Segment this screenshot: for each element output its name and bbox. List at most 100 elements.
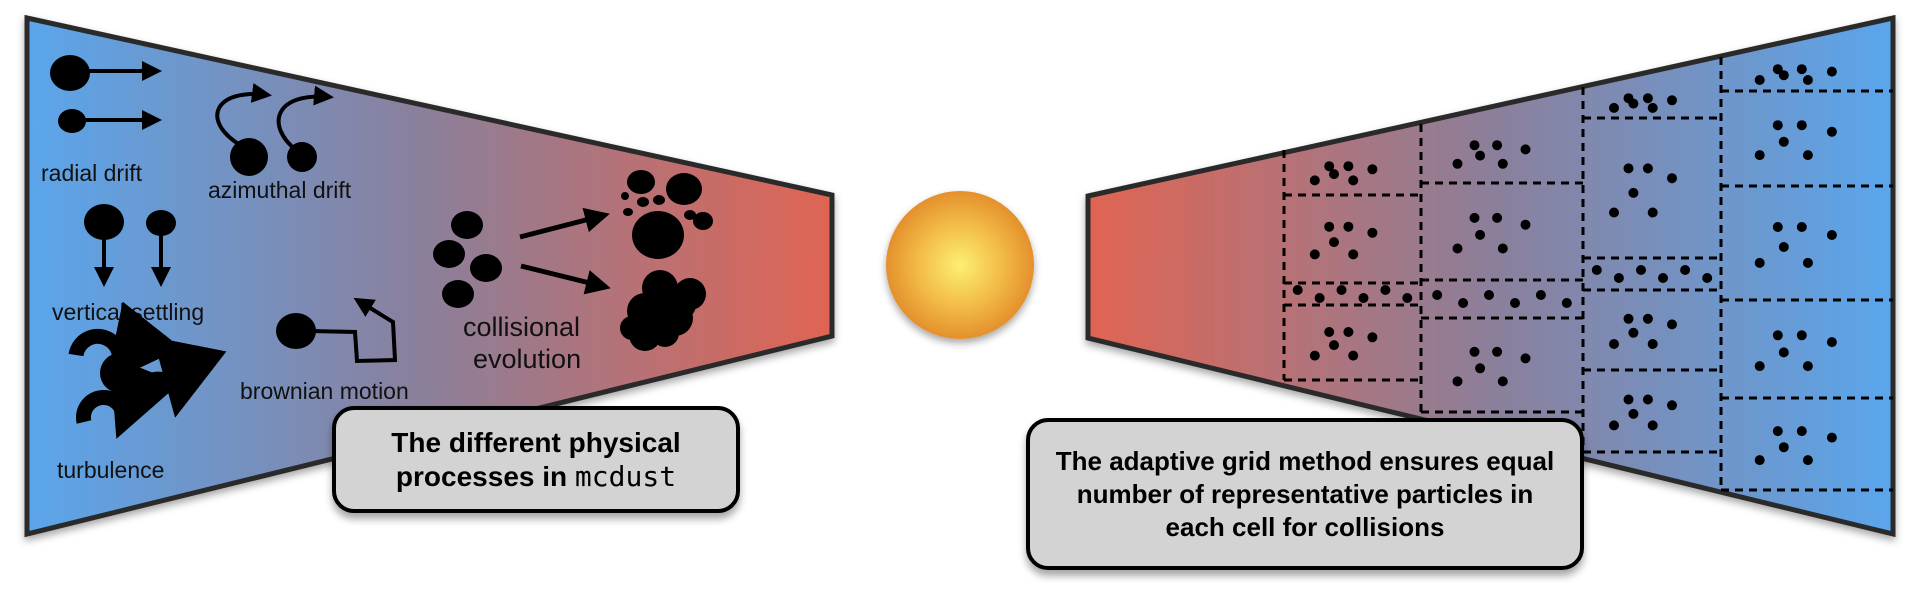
particle-icon	[1492, 346, 1503, 357]
particle-icon	[1497, 243, 1508, 254]
particle-icon	[1772, 222, 1783, 232]
particle-icon	[1452, 158, 1463, 169]
particle-icon	[1343, 221, 1354, 232]
caption-adaptive-grid: The adaptive grid method ensures equal n…	[1026, 418, 1584, 570]
particle-icon	[1591, 265, 1602, 275]
caption-left-code: mcdust	[574, 459, 677, 493]
particle-icon	[1796, 64, 1807, 75]
particle-icon	[1535, 290, 1546, 300]
vertical-settling-icon	[84, 204, 176, 287]
collisional-label-line1: collisional	[463, 312, 580, 342]
particle-icon	[1348, 350, 1359, 361]
particle-icon	[1348, 249, 1359, 260]
particle-icon	[1609, 420, 1619, 431]
particle-icon	[1309, 350, 1320, 361]
particle-icon	[1609, 339, 1619, 349]
particle-icon	[1402, 293, 1413, 303]
particle-icon	[1329, 340, 1339, 351]
particle-icon	[1754, 150, 1765, 161]
turbulence-label: turbulence	[57, 457, 164, 483]
particle-icon	[1802, 257, 1813, 268]
particle-icon	[1324, 161, 1335, 172]
particle-icon	[1452, 376, 1463, 387]
particle-icon	[1667, 400, 1677, 411]
particle-icon	[1628, 408, 1639, 419]
particle-icon	[1609, 207, 1619, 218]
particle-icon	[1667, 319, 1677, 330]
left-disk-section	[24, 14, 835, 538]
particle-icon	[1772, 426, 1783, 437]
particle-icon	[1826, 432, 1837, 443]
particle-icon	[1628, 327, 1639, 338]
particle-icon	[1561, 298, 1572, 308]
particle-icon	[1432, 290, 1443, 300]
particle-icon	[1754, 257, 1765, 268]
particle-icon	[1647, 102, 1658, 113]
particle-icon	[1520, 219, 1531, 230]
particle-icon	[1324, 221, 1335, 232]
particle-icon	[1778, 136, 1789, 147]
particle-icon	[1754, 455, 1765, 466]
particle-icon	[1343, 327, 1354, 337]
particle-icon	[1642, 163, 1653, 174]
particle-icon	[1292, 285, 1303, 295]
particle-icon	[1796, 330, 1807, 341]
particle-icon	[1367, 227, 1378, 238]
particle-icon	[1324, 327, 1335, 337]
particle-icon	[1497, 158, 1508, 169]
collisional-evolution-icon	[433, 170, 713, 351]
particle-icon	[1772, 64, 1783, 75]
particle-icon	[1348, 175, 1359, 186]
particle-icon	[1802, 75, 1813, 85]
particle-icon	[1469, 346, 1480, 357]
particle-icon	[1358, 293, 1369, 303]
particle-icon	[1647, 339, 1658, 349]
right-disk-section	[1085, 14, 1896, 538]
particle-icon	[1826, 230, 1837, 240]
particle-icon	[1623, 313, 1634, 324]
particle-icon	[1642, 93, 1653, 104]
particle-icon	[1754, 75, 1765, 85]
particle-icon	[1329, 237, 1339, 248]
particle-icon	[1636, 265, 1646, 275]
particle-icon	[1343, 161, 1354, 172]
particle-icon	[1520, 144, 1531, 155]
particle-icon	[1309, 249, 1320, 260]
particle-icon	[1475, 229, 1486, 240]
representative-particles	[1292, 64, 1837, 466]
particle-icon	[1642, 313, 1653, 324]
azimuthal-drift-icon	[215, 83, 334, 176]
particle-icon	[1802, 455, 1813, 466]
particle-icon	[1492, 140, 1503, 151]
particle-icon	[1469, 212, 1480, 223]
brownian-motion-icon	[276, 297, 398, 364]
particle-icon	[1609, 102, 1619, 113]
particle-icon	[1367, 164, 1378, 175]
particle-icon	[1613, 273, 1624, 283]
particle-icon	[1497, 376, 1508, 387]
caption-left-line1: The different physical	[391, 426, 681, 458]
particle-icon	[1475, 150, 1486, 161]
vertical-settling-label: vertical settling	[52, 299, 204, 325]
particle-icon	[1647, 420, 1658, 431]
particle-icon	[1484, 290, 1494, 300]
particle-icon	[1658, 273, 1668, 283]
particle-icon	[1772, 330, 1783, 341]
particle-icon	[1510, 298, 1520, 308]
particle-icon	[1329, 169, 1339, 180]
turbulence-icon	[68, 301, 227, 439]
particle-icon	[1702, 273, 1713, 283]
particle-icon	[1642, 394, 1653, 405]
particle-icon	[1680, 265, 1691, 275]
particle-icon	[1778, 442, 1789, 453]
particle-icon	[1667, 95, 1677, 106]
caption-right-text: The adaptive grid method ensures equal n…	[1055, 445, 1555, 542]
particle-icon	[1309, 175, 1320, 186]
particle-icon	[1623, 394, 1634, 405]
particle-icon	[1778, 242, 1789, 252]
particle-icon	[1492, 212, 1503, 223]
particle-icon	[1796, 222, 1807, 232]
particle-icon	[1772, 120, 1783, 131]
radial-drift-label: radial drift	[41, 160, 143, 186]
